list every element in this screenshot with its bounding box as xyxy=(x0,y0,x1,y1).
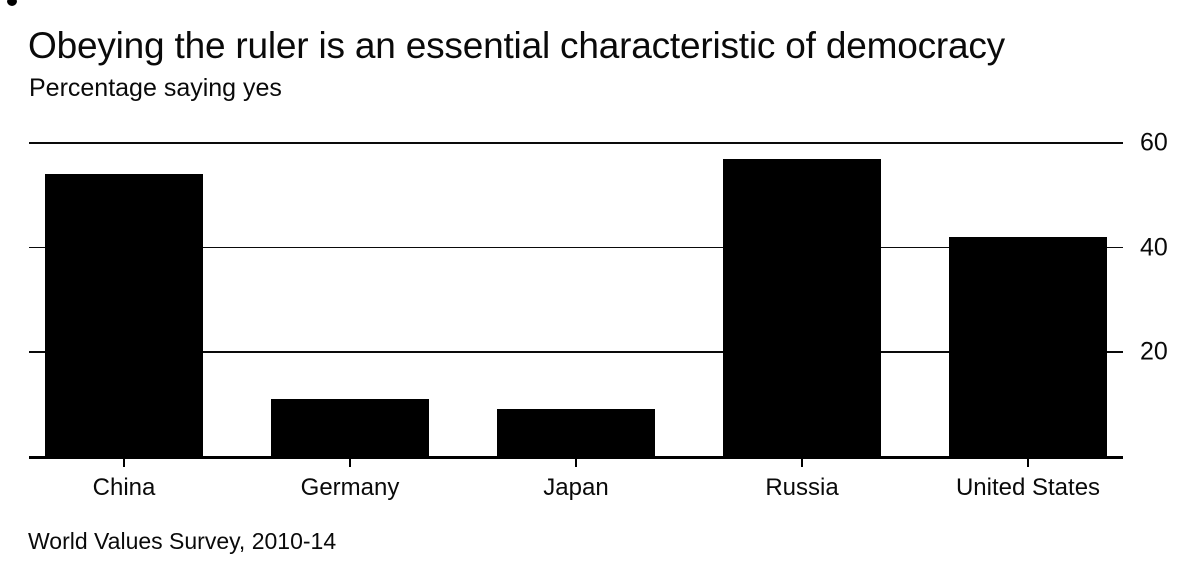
bar-russia xyxy=(723,158,881,457)
y-tick-label-20: 20 xyxy=(1140,337,1168,366)
x-tick-russia xyxy=(801,457,803,467)
x-category-label-united-states: United States xyxy=(955,473,1101,501)
bar-china xyxy=(45,174,203,457)
x-tick-china xyxy=(123,457,125,467)
x-tick-united-states xyxy=(1027,457,1029,467)
bar-japan xyxy=(497,409,655,457)
y-tick-label-60: 60 xyxy=(1140,128,1168,157)
x-category-label-china: China xyxy=(92,473,156,501)
x-category-label-japan: Japan xyxy=(543,473,609,501)
gridline-60 xyxy=(29,142,1123,144)
gridline-40 xyxy=(29,246,1123,249)
corner-mark xyxy=(7,0,17,6)
x-tick-japan xyxy=(575,457,577,467)
bar-germany xyxy=(271,399,429,457)
chart-subtitle: Percentage saying yes xyxy=(29,74,282,102)
bar-united-states xyxy=(949,237,1107,457)
plot-area: 20 40 60 China Germany Japan Russia United Stat… xyxy=(29,129,1168,501)
chart-title: Obeying the ruler is an essential charac… xyxy=(28,25,1005,66)
y-tick-label-40: 40 xyxy=(1140,233,1168,262)
x-tick-germany xyxy=(349,457,351,467)
source-note: World Values Survey, 2010-14 xyxy=(28,528,337,554)
x-category-label-russia: Russia xyxy=(765,473,839,501)
gridline-20 xyxy=(29,351,1123,353)
x-category-label-germany: Germany xyxy=(300,473,400,501)
x-axis-line xyxy=(29,455,1123,459)
